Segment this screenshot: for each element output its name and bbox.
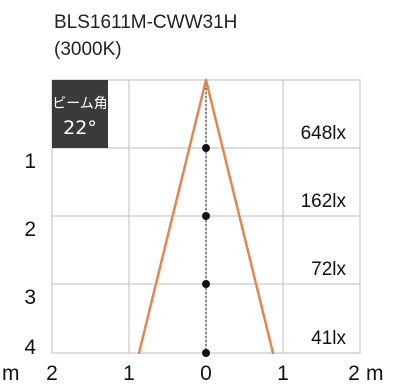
distance-axis: 1 2 3 4 m (2, 150, 36, 385)
measure-point (202, 212, 210, 220)
width-unit: m (366, 362, 384, 385)
distance-label-1: 1 (24, 150, 36, 173)
measure-points (202, 144, 210, 357)
lux-value-4m: 41lx (311, 328, 346, 349)
color-temperature: (3000K) (54, 39, 122, 60)
distance-label-3: 3 (24, 286, 36, 309)
beam-angle-badge: ビーム角 22° (52, 80, 108, 148)
beam-angle-label: ビーム角 (52, 96, 108, 112)
width-label-center: 0 (200, 362, 212, 385)
lux-value-3m: 72lx (311, 259, 346, 280)
product-model: BLS1611M-CWW31H (54, 12, 237, 33)
lux-value-2m: 162lx (301, 191, 347, 212)
lux-value-1m: 648lx (301, 123, 347, 144)
beam-cone (137, 78, 275, 355)
distance-unit: m (2, 362, 20, 385)
beam-edge-left (137, 78, 208, 355)
measure-point (202, 144, 210, 152)
width-label-left-2: 2 (46, 362, 58, 385)
width-axis: 2 1 0 1 2 m (46, 362, 383, 385)
width-label-right-2: 2 (348, 362, 360, 385)
measure-point (202, 280, 210, 288)
beam-edge-right (204, 78, 275, 355)
lux-values: 648lx 162lx 72lx 41lx (301, 123, 347, 349)
beam-angle-background (52, 80, 108, 148)
measure-point (202, 349, 210, 357)
width-label-right-1: 1 (277, 362, 289, 385)
distance-label-2: 2 (24, 218, 36, 241)
beam-angle-value: 22° (63, 117, 97, 139)
distance-label-4: 4 (24, 336, 36, 359)
width-label-left-1: 1 (123, 362, 135, 385)
